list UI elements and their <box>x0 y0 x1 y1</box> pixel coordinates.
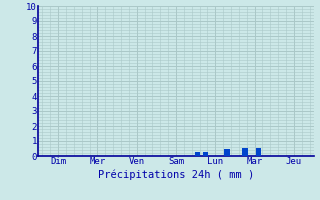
Bar <box>203 152 208 156</box>
Bar <box>242 148 248 156</box>
Bar <box>256 148 261 156</box>
Bar <box>319 152 320 156</box>
Bar <box>224 148 230 156</box>
X-axis label: Précipitations 24h ( mm ): Précipitations 24h ( mm ) <box>98 169 254 180</box>
Bar <box>195 152 200 156</box>
